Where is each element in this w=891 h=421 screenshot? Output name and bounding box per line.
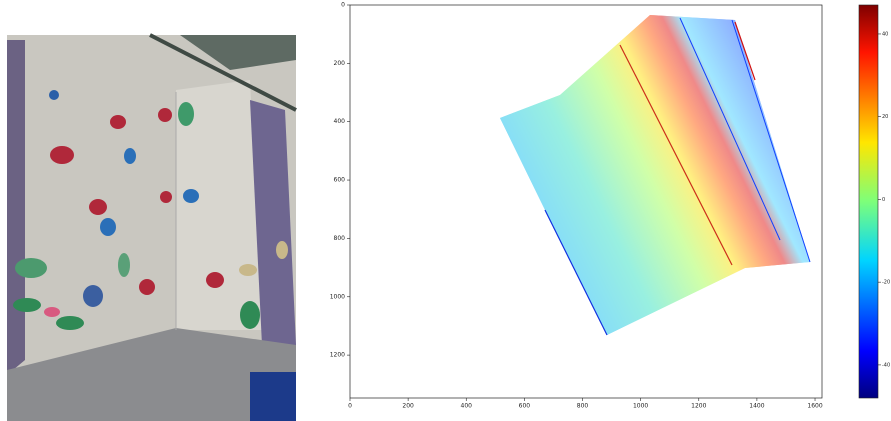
x-tick-label: 200 (402, 403, 414, 410)
y-tick-label: 200 (334, 60, 346, 67)
x-tick-label: 1200 (691, 403, 706, 410)
y-tick-label: 600 (334, 177, 346, 184)
x-tick-label: 0 (348, 403, 352, 410)
x-tick-label: 400 (461, 403, 473, 410)
colorbar-tick-label: -40 (882, 362, 890, 368)
colorbar-tick-label: -20 (882, 280, 890, 286)
x-tick-label: 600 (519, 403, 531, 410)
y-tick-label: 0 (341, 2, 345, 9)
x-tick-label: 1600 (807, 403, 822, 410)
colorbar-tick-label: 20 (882, 114, 888, 120)
colorbar (859, 5, 878, 398)
colorbar-tick-label: 0 (882, 197, 885, 203)
photo (7, 35, 296, 421)
x-tick-label: 1000 (633, 403, 648, 410)
y-tick-label: 400 (334, 118, 346, 125)
point-cloud (500, 15, 810, 335)
figure: 0200400600800100012001400160002004006008… (0, 0, 891, 421)
x-tick-label: 800 (577, 403, 589, 410)
y-tick-label: 1000 (330, 293, 345, 300)
y-tick-label: 1200 (330, 352, 345, 359)
colorbar-tick-label: 40 (882, 31, 888, 37)
x-tick-label: 1400 (749, 403, 764, 410)
y-tick-label: 800 (334, 235, 346, 242)
